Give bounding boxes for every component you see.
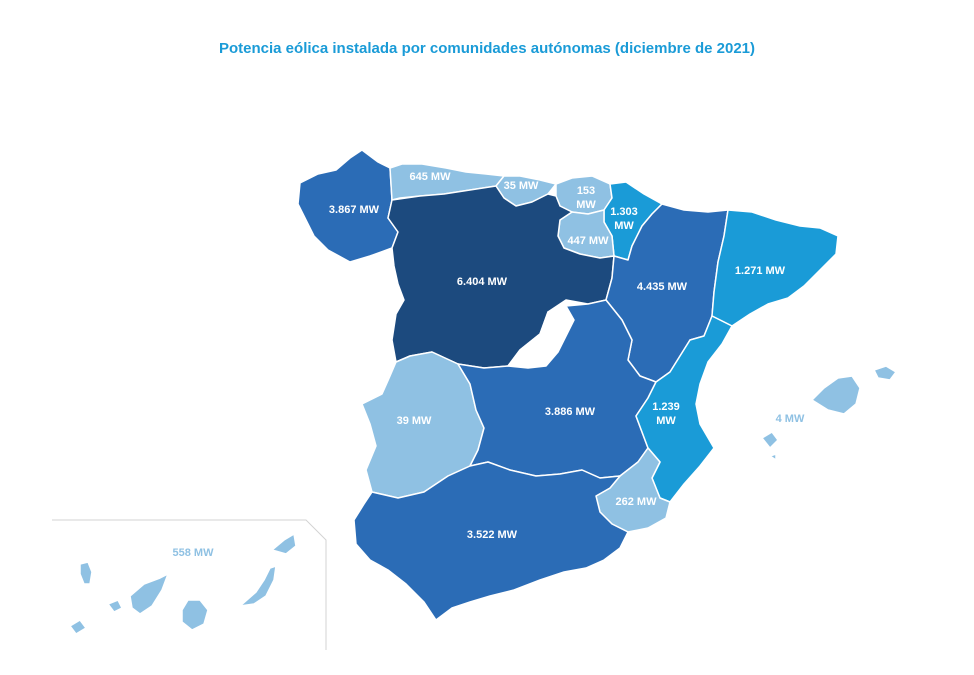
region-baleares-formentera[interactable] xyxy=(769,453,777,461)
label-asturias: 645 MW xyxy=(410,171,452,183)
label-la-rioja: 447 MW xyxy=(568,235,610,247)
label-extremadura: 39 MW xyxy=(397,415,432,427)
label-castilla-la-mancha: 3.886 MW xyxy=(545,406,596,418)
region-canarias-lanzarote[interactable] xyxy=(271,533,297,555)
region-canarias-el-hierro[interactable] xyxy=(69,619,87,635)
region-canarias-fuerteventura[interactable] xyxy=(239,565,277,607)
label-pais-vasco-unit: MW xyxy=(576,199,596,211)
label-comunidad-valenciana-value: 1.239 xyxy=(652,401,680,413)
region-canarias-la-palma[interactable] xyxy=(79,561,93,585)
region-canarias-la-gomera[interactable] xyxy=(107,599,123,613)
label-cantabria: 35 MW xyxy=(504,180,539,192)
label-aragon: 4.435 MW xyxy=(637,281,688,293)
label-murcia: 262 MW xyxy=(616,496,658,508)
region-baleares-mallorca[interactable] xyxy=(811,375,861,415)
label-cataluna: 1.271 MW xyxy=(735,265,786,277)
map-title: Potencia eólica instalada por comunidade… xyxy=(219,40,755,57)
canarias-inset-border xyxy=(52,519,327,650)
region-cataluna[interactable] xyxy=(711,209,839,327)
region-andalucia[interactable] xyxy=(353,461,629,621)
region-baleares-ibiza[interactable] xyxy=(761,431,779,449)
label-comunidad-valenciana-unit: MW xyxy=(656,415,676,427)
label-navarra-value: 1.303 xyxy=(610,206,638,218)
region-canarias-tenerife[interactable] xyxy=(129,573,169,615)
label-canarias: 558 MW xyxy=(173,547,215,559)
label-galicia: 3.867 MW xyxy=(329,204,380,216)
label-andalucia: 3.522 MW xyxy=(467,529,518,541)
region-canarias-gran-canaria[interactable] xyxy=(181,599,209,631)
label-castilla-y-leon: 6.404 MW xyxy=(457,276,508,288)
label-baleares: 4 MW xyxy=(776,413,805,425)
region-baleares-menorca[interactable] xyxy=(873,365,897,381)
label-navarra-unit: MW xyxy=(614,220,634,232)
label-pais-vasco-value: 153 xyxy=(577,185,595,197)
